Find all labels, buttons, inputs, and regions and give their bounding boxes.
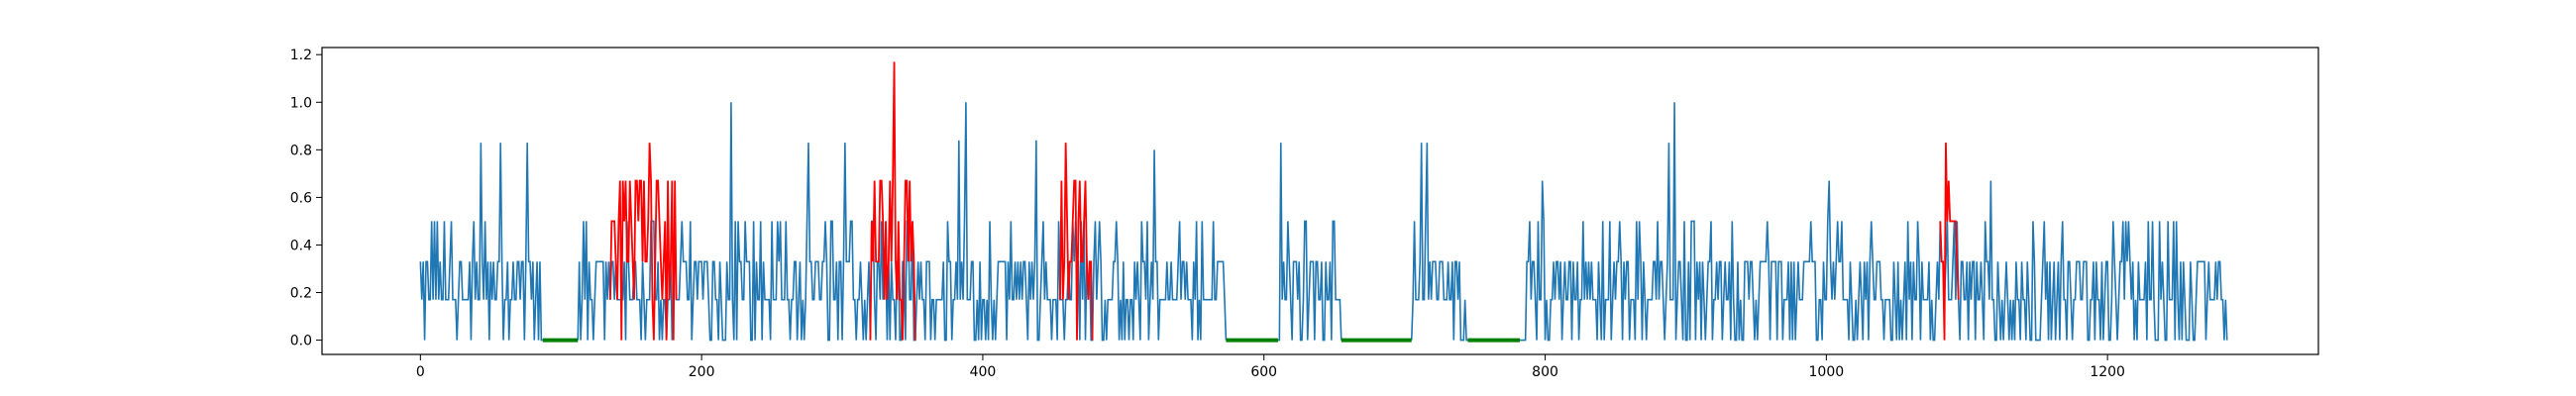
y-tick-label: 0.8 [290,143,312,158]
signal-line-segment [1520,102,2228,342]
signal-line-segment [1277,143,1342,342]
x-tick-label: 0 [416,364,425,380]
x-tick-label: 800 [1532,364,1558,380]
anomaly-line-segment [1939,143,1960,341]
x-tick-label: 200 [689,364,715,380]
x-tick-label: 400 [970,364,997,380]
y-tick-label: 0.0 [290,334,312,349]
y-tick-label: 1.0 [290,95,312,111]
x-axis: 0 200 400 600 800 1000 1200 [416,354,2125,380]
x-tick-label: 1200 [2090,364,2125,380]
y-tick-label: 0.4 [290,238,312,253]
signal-line-segment [419,143,543,342]
anomaly-series [609,61,1960,341]
y-axis: 0.0 0.2 0.4 0.6 0.8 1.0 1.2 [290,48,322,349]
anomaly-line-segment [1059,143,1094,341]
x-tick-label: 600 [1250,364,1277,380]
plot-frame [321,47,2319,355]
anomaly-line-segment [869,61,916,341]
signal-line-segment [1410,143,1468,342]
y-tick-label: 1.2 [290,48,312,63]
x-tick-label: 1000 [1809,364,1845,380]
y-tick-label: 0.2 [290,286,312,302]
y-tick-label: 0.6 [290,190,312,206]
anomaly-line-segment [609,143,678,341]
